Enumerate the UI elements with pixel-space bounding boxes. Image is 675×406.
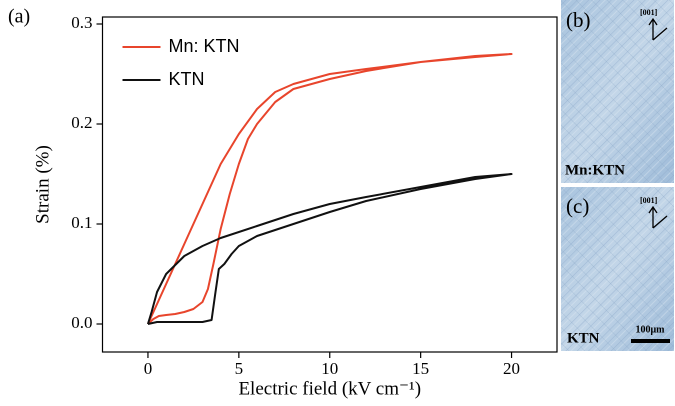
sample-label: KTN bbox=[567, 330, 600, 346]
axis-arrow bbox=[648, 205, 668, 229]
y-tick-label: 0.0 bbox=[71, 313, 92, 332]
x-axis-label: Electric field (kV cm⁻¹) bbox=[238, 378, 421, 399]
x-tick-label: 0 bbox=[144, 359, 153, 378]
legend-label: Mn: KTN bbox=[169, 36, 240, 56]
x-tick-label: 10 bbox=[321, 359, 338, 378]
direction-label: [001] bbox=[640, 8, 658, 17]
texture bbox=[561, 187, 674, 351]
y-axis-label: Strain (%) bbox=[32, 145, 53, 224]
axis-arrow bbox=[648, 17, 668, 41]
texture bbox=[561, 0, 674, 183]
x-tick-label: 5 bbox=[235, 359, 244, 378]
micrograph-c: (c) [001] KTN 100μm bbox=[561, 187, 674, 351]
y-tick-label: 0.1 bbox=[71, 213, 92, 232]
panel-label: (a) bbox=[8, 6, 30, 28]
scale-bar bbox=[631, 339, 670, 343]
plot-frame bbox=[101, 16, 558, 353]
y-tick-label: 0.3 bbox=[71, 13, 92, 32]
scale-bar-label: 100μm bbox=[636, 324, 666, 335]
x-tick-label: 20 bbox=[503, 359, 520, 378]
micrograph-b: (b) [001] Mn:KTN bbox=[561, 0, 674, 183]
series-line bbox=[147, 53, 513, 325]
legend-label: KTN bbox=[169, 69, 205, 89]
series-line bbox=[146, 173, 513, 325]
panel-label: (b) bbox=[566, 8, 591, 32]
sample-label: Mn:KTN bbox=[565, 162, 625, 178]
plot: 0 5 10 15 20 0.0 0.1 0.2 0.3 Electric field (kV c… bbox=[32, 13, 558, 399]
panel-label: (c) bbox=[566, 194, 589, 218]
y-tick-label: 0.2 bbox=[71, 113, 92, 132]
direction-label: [001] bbox=[640, 196, 658, 205]
x-tick-label: 15 bbox=[412, 359, 429, 378]
